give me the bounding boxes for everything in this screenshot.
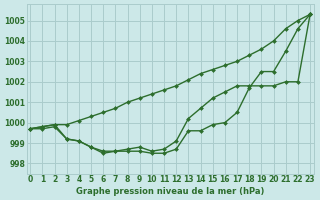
X-axis label: Graphe pression niveau de la mer (hPa): Graphe pression niveau de la mer (hPa) [76, 187, 264, 196]
